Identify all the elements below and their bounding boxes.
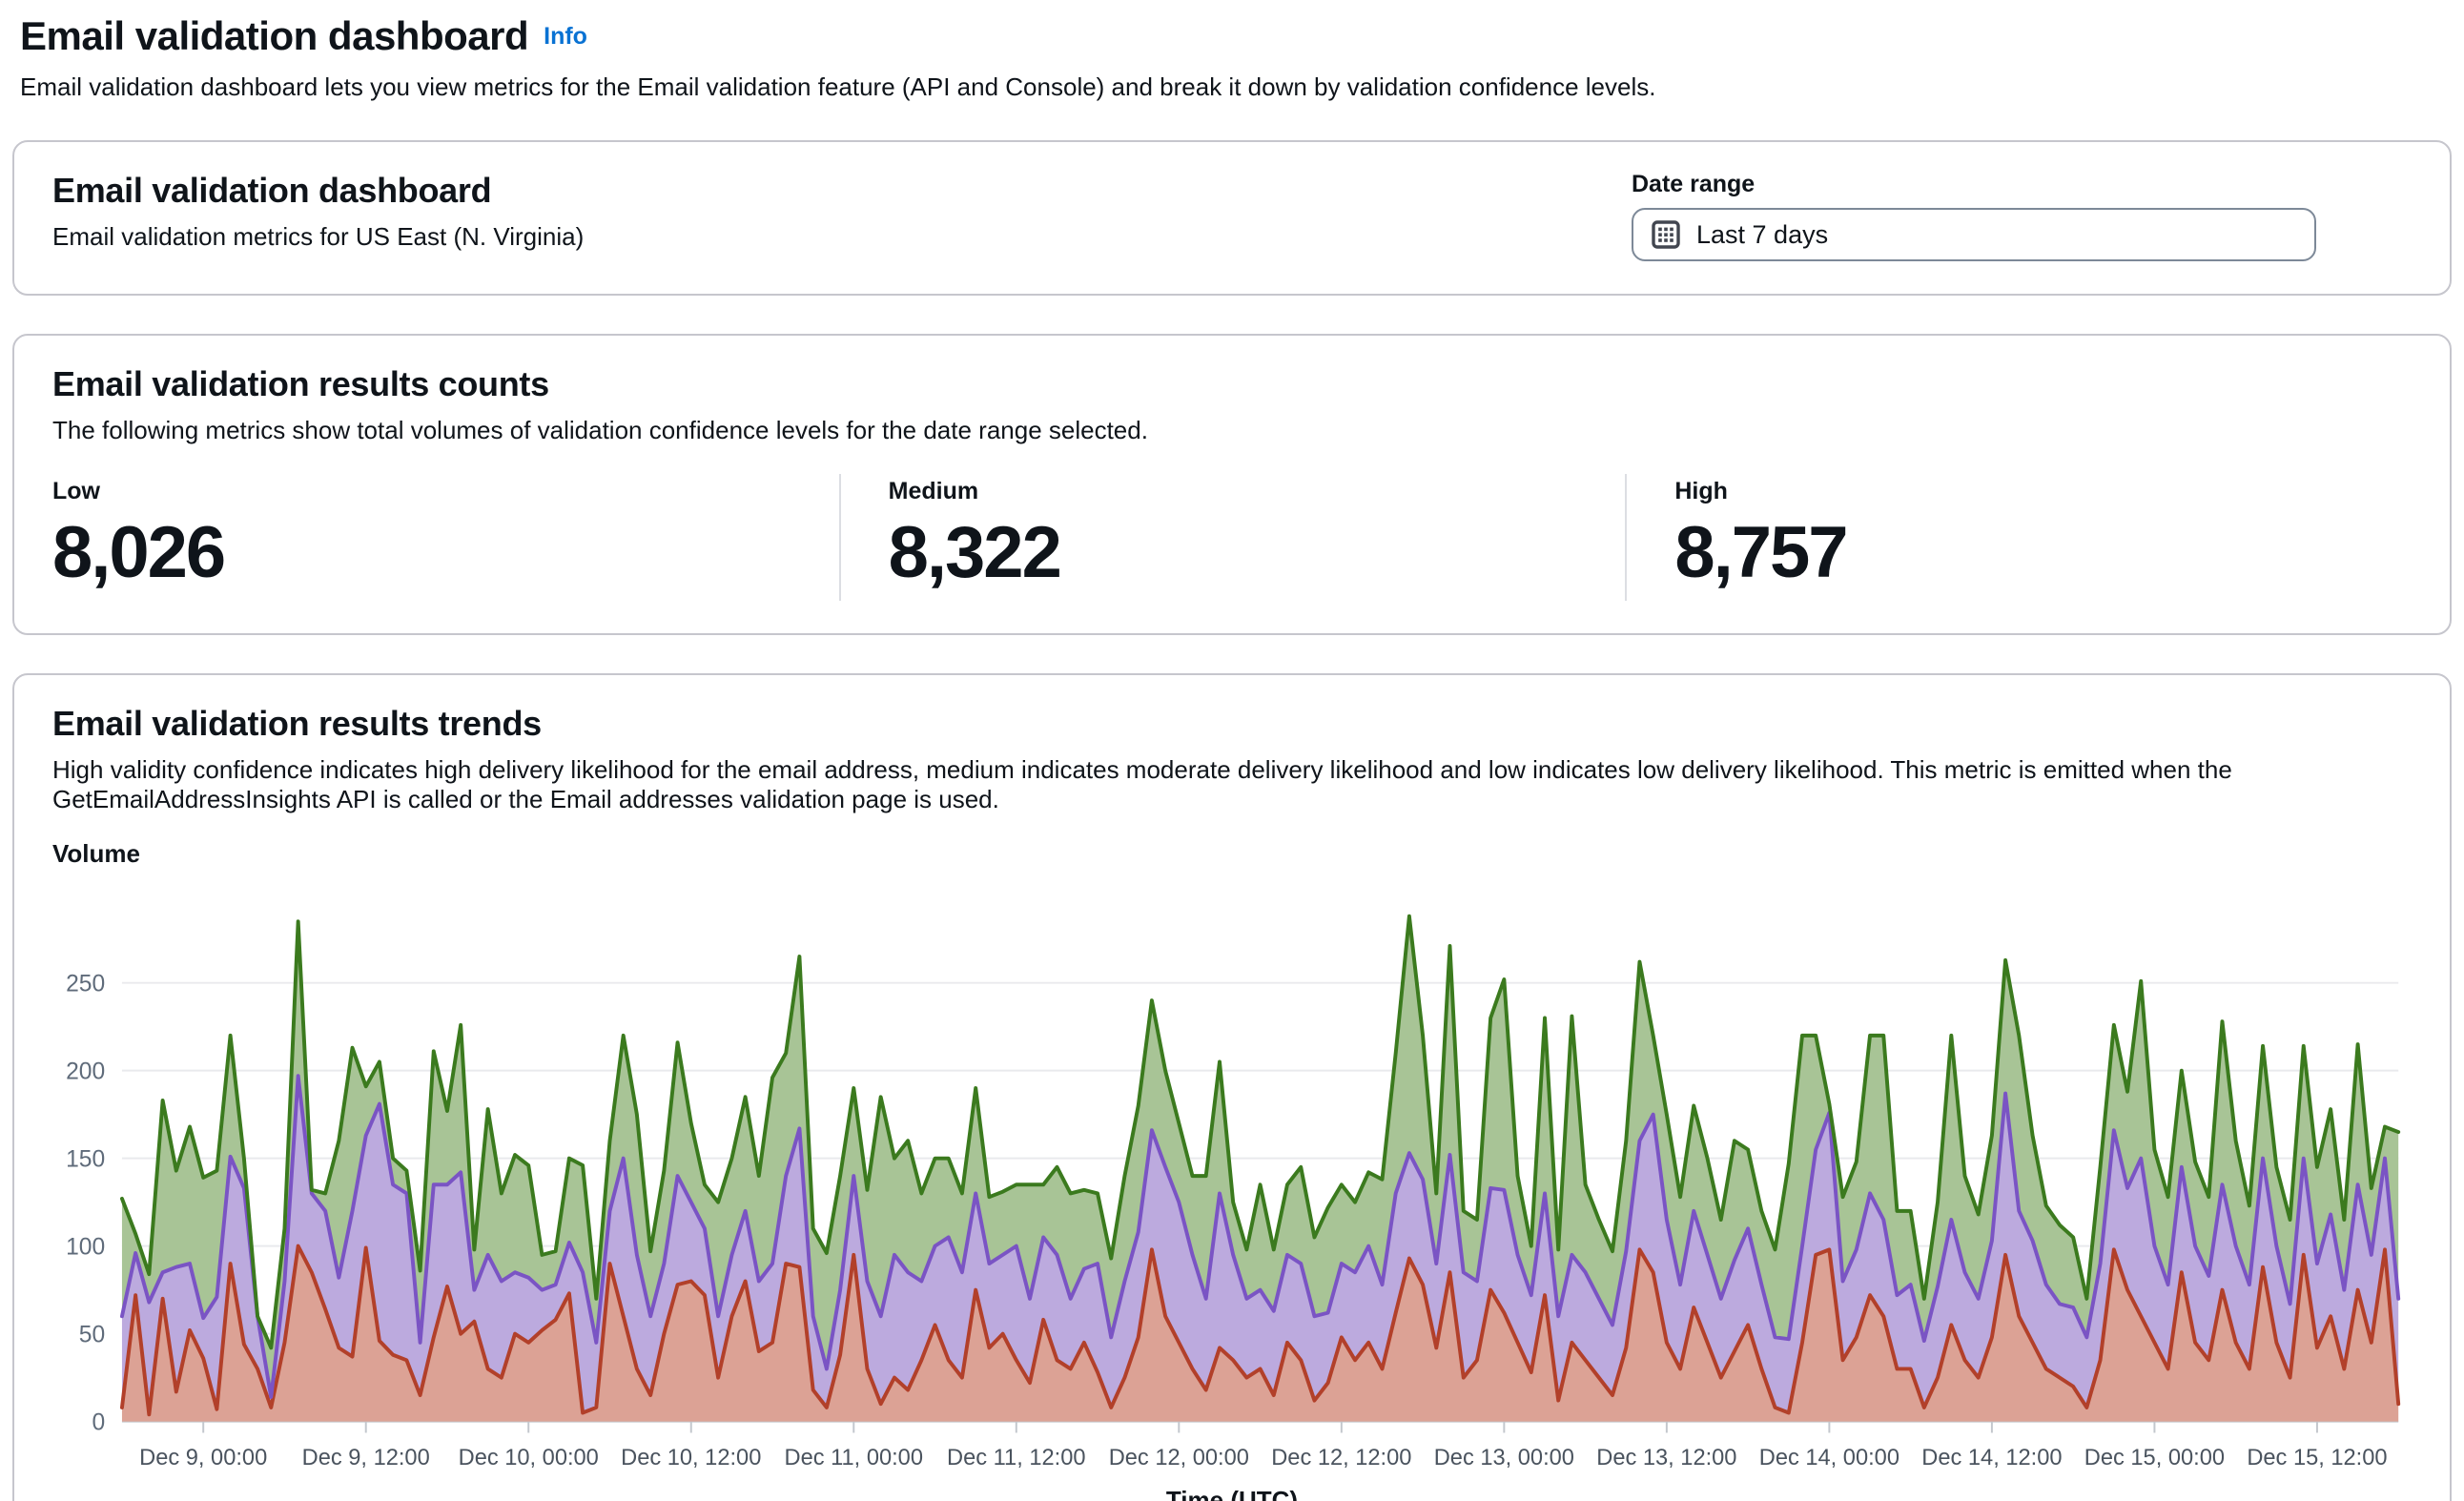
- svg-text:100: 100: [66, 1234, 105, 1260]
- trends-card: Email validation results trends High val…: [12, 672, 2452, 1501]
- metric-high-label: High: [1674, 478, 1728, 504]
- metric-medium: Medium 8,322: [838, 474, 1626, 601]
- counts-card-description: The following metrics show total volumes…: [52, 416, 1148, 444]
- svg-text:Dec 15, 12:00: Dec 15, 12:00: [2247, 1446, 2387, 1470]
- y-axis-title: Volume: [52, 838, 140, 868]
- trends-card-description: High validity confidence indicates high …: [52, 754, 2232, 813]
- page-header: Email validation dashboard Info: [12, 13, 2452, 59]
- overview-card: Email validation dashboard Email validat…: [12, 140, 2452, 296]
- metric-low-value: 8,026: [52, 512, 226, 593]
- counts-card-title: Email validation results counts: [52, 364, 549, 403]
- svg-text:Dec 9, 00:00: Dec 9, 00:00: [139, 1446, 267, 1470]
- svg-text:0: 0: [92, 1409, 105, 1435]
- x-axis-title: Time (UTC): [1165, 1485, 1299, 1501]
- svg-text:Dec 12, 00:00: Dec 12, 00:00: [1109, 1446, 1249, 1470]
- svg-text:200: 200: [66, 1059, 105, 1084]
- trends-card-title: Email validation results trends: [52, 703, 542, 743]
- metric-low-label: Low: [52, 478, 100, 504]
- metric-low: Low 8,026: [52, 474, 839, 601]
- calendar-icon: [1651, 219, 1681, 250]
- trends-chart-canvas[interactable]: 0 50 100 150 200 250 Dec 9, 00:00 Dec 9, 12:00 D…: [52, 874, 2412, 1484]
- svg-text:Dec 13, 00:00: Dec 13, 00:00: [1434, 1446, 1574, 1470]
- date-range-label: Date range: [1632, 171, 1756, 197]
- overview-card-title: Email validation dashboard: [52, 171, 492, 210]
- svg-text:Dec 9, 12:00: Dec 9, 12:00: [302, 1446, 430, 1470]
- svg-text:Dec 11, 00:00: Dec 11, 00:00: [785, 1446, 923, 1470]
- date-range-select[interactable]: Last 7 days: [1632, 208, 2316, 261]
- metrics-row: Low 8,026 Medium 8,322 High 8,757: [52, 474, 2412, 601]
- overview-card-header: Email validation dashboard Email validat…: [52, 171, 584, 252]
- trends-chart[interactable]: 0 50 100 150 200 250 Dec 9, 00:00 Dec 9, 12:00 D…: [52, 874, 2412, 1484]
- svg-text:Dec 10, 12:00: Dec 10, 12:00: [621, 1446, 761, 1470]
- svg-text:Dec 10, 00:00: Dec 10, 00:00: [459, 1446, 599, 1470]
- svg-text:Dec 13, 12:00: Dec 13, 12:00: [1596, 1446, 1736, 1470]
- metric-high-value: 8,757: [1674, 512, 1848, 593]
- metric-medium-label: Medium: [888, 478, 979, 504]
- metric-medium-value: 8,322: [888, 512, 1062, 593]
- page-description: Email validation dashboard lets you view…: [20, 72, 1656, 101]
- svg-text:50: 50: [79, 1322, 105, 1347]
- counts-card: Email validation results counts The foll…: [12, 334, 2452, 635]
- svg-text:Dec 14, 00:00: Dec 14, 00:00: [1759, 1446, 1899, 1470]
- date-range-value: Last 7 days: [1696, 219, 1829, 249]
- date-range-control: Date range Last 7 days: [1632, 171, 2316, 261]
- svg-text:Dec 14, 12:00: Dec 14, 12:00: [1921, 1446, 2062, 1470]
- svg-text:Dec 12, 12:00: Dec 12, 12:00: [1271, 1446, 1411, 1470]
- svg-text:Dec 15, 00:00: Dec 15, 00:00: [2084, 1446, 2225, 1470]
- svg-text:250: 250: [66, 971, 105, 997]
- overview-card-subtitle: Email validation metrics for US East (N.…: [52, 222, 585, 251]
- info-link[interactable]: Info: [544, 23, 587, 50]
- metric-high: High 8,757: [1625, 474, 2412, 601]
- svg-text:Dec 11, 12:00: Dec 11, 12:00: [947, 1446, 1085, 1470]
- page-title: Email validation dashboard: [20, 13, 529, 58]
- svg-text:150: 150: [66, 1146, 105, 1172]
